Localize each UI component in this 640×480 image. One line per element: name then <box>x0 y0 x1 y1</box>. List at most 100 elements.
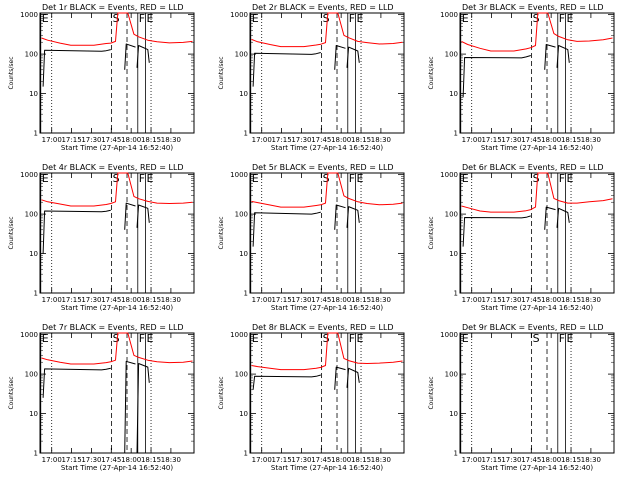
y-tick-label: 1000 <box>20 331 38 339</box>
event-marker-label: E <box>42 172 49 185</box>
y-axis-label: Counts/sec <box>218 376 225 409</box>
y-tick-label: 100 <box>25 371 38 379</box>
black-series-line <box>42 209 111 254</box>
x-tick-label: 17:00 <box>462 456 482 464</box>
event-marker-label: E <box>356 332 363 345</box>
x-tick-label: 18:00 <box>121 296 141 304</box>
black-series-line <box>462 55 531 98</box>
x-tick-label: 18:30 <box>581 456 601 464</box>
x-tick-label: 18:00 <box>331 456 351 464</box>
y-tick-label: 100 <box>235 211 248 219</box>
detector-panel: Det 1r BLACK = Events, RED = LLD Counts/s… <box>8 3 195 152</box>
y-tick-label: 1 <box>244 290 248 298</box>
x-tick-label: 17:15 <box>271 296 291 304</box>
x-tick-label: 17:00 <box>252 456 272 464</box>
x-tick-label: 18:15 <box>351 456 371 464</box>
y-tick-label: 1000 <box>440 331 458 339</box>
y-tick-label: 1 <box>34 290 38 298</box>
x-tick-label: 17:15 <box>61 136 81 144</box>
black-series-line <box>42 49 111 87</box>
x-tick-label: 18:30 <box>581 136 601 144</box>
y-tick-label: 10 <box>239 250 248 258</box>
plot-frame <box>249 12 405 134</box>
x-tick-label: 18:15 <box>351 296 371 304</box>
black-series-line <box>136 204 150 228</box>
event-marker-label: E <box>252 332 259 345</box>
y-tick-label: 1000 <box>230 171 248 179</box>
y-tick-label: 1000 <box>230 331 248 339</box>
x-tick-label: 17:45 <box>311 456 331 464</box>
y-tick-label: 100 <box>445 371 458 379</box>
y-tick-label: 10 <box>29 250 38 258</box>
y-tick-label: 10 <box>449 90 458 98</box>
x-tick-label: 17:30 <box>501 136 521 144</box>
x-tick-label: 17:30 <box>81 136 101 144</box>
black-series-line <box>346 206 360 228</box>
black-series-line <box>124 360 136 454</box>
black-series-line <box>252 211 321 247</box>
x-tick-label: 17:00 <box>252 296 272 304</box>
event-marker-label: E <box>566 172 573 185</box>
red-series-line <box>461 172 613 213</box>
y-tick-label: 1 <box>454 130 458 138</box>
event-marker-label: E <box>462 172 469 185</box>
event-marker-label: E <box>252 172 259 185</box>
red-series-line <box>41 332 193 365</box>
plot-frame <box>459 332 615 454</box>
event-marker-label: S <box>323 172 330 185</box>
x-tick-label: 18:30 <box>161 456 181 464</box>
black-series-line <box>334 204 346 230</box>
x-tick-label: 18:15 <box>561 136 581 144</box>
event-marker-label: S <box>113 332 120 345</box>
x-tick-label: 17:15 <box>481 456 501 464</box>
y-tick-label: 100 <box>445 211 458 219</box>
x-tick-label: 17:45 <box>521 136 541 144</box>
y-axis-label: Counts/sec <box>8 216 15 249</box>
x-tick-label: 17:00 <box>252 136 272 144</box>
y-tick-label: 10 <box>29 410 38 418</box>
x-tick-label: 18:00 <box>331 136 351 144</box>
y-tick-label: 10 <box>239 90 248 98</box>
black-series-line <box>462 215 531 247</box>
event-marker-label: S <box>113 12 120 25</box>
y-axis-label: Counts/sec <box>428 216 435 249</box>
y-axis-label: Counts/sec <box>428 56 435 89</box>
x-axis-label: Start Time (27-Apr-14 16:52:40) <box>271 304 383 312</box>
x-axis-label: Start Time (27-Apr-14 16:52:40) <box>481 304 593 312</box>
x-tick-label: 17:30 <box>291 456 311 464</box>
panel-title: Det 5r BLACK = Events, RED = LLD <box>252 163 394 172</box>
y-tick-label: 100 <box>25 211 38 219</box>
event-marker-label: F <box>559 332 565 345</box>
x-tick-label: 17:45 <box>311 136 331 144</box>
y-tick-label: 10 <box>449 410 458 418</box>
x-tick-label: 18:30 <box>371 136 391 144</box>
event-marker-label: S <box>113 172 120 185</box>
y-tick-label: 1000 <box>440 171 458 179</box>
event-marker-label: F <box>349 172 355 185</box>
event-marker-label: E <box>146 172 153 185</box>
x-axis-label: Start Time (27-Apr-14 16:52:40) <box>481 144 593 152</box>
detector-panel: Det 8r BLACK = Events, RED = LLD Counts/s… <box>218 323 405 472</box>
y-tick-label: 1000 <box>20 171 38 179</box>
event-marker-label: F <box>139 12 145 25</box>
panel-title: Det 8r BLACK = Events, RED = LLD <box>252 323 394 332</box>
x-tick-label: 17:30 <box>81 296 101 304</box>
x-tick-label: 18:00 <box>541 296 561 304</box>
x-tick-label: 18:30 <box>161 136 181 144</box>
x-tick-label: 18:00 <box>541 456 561 464</box>
y-tick-label: 100 <box>25 51 38 59</box>
plot-frame <box>459 12 615 134</box>
x-tick-label: 17:00 <box>42 296 62 304</box>
y-tick-label: 1000 <box>440 11 458 19</box>
y-tick-label: 1 <box>34 450 38 458</box>
event-marker-label: E <box>146 12 153 25</box>
panel-title: Det 2r BLACK = Events, RED = LLD <box>252 3 394 12</box>
black-series-line <box>124 202 136 230</box>
event-marker-label: E <box>42 332 49 345</box>
red-series-line <box>41 12 193 46</box>
x-axis-label: Start Time (27-Apr-14 16:52:40) <box>271 464 383 472</box>
detector-panel: Det 7r BLACK = Events, RED = LLD Counts/s… <box>8 323 195 472</box>
black-series-line <box>334 45 346 70</box>
x-tick-label: 17:45 <box>521 296 541 304</box>
